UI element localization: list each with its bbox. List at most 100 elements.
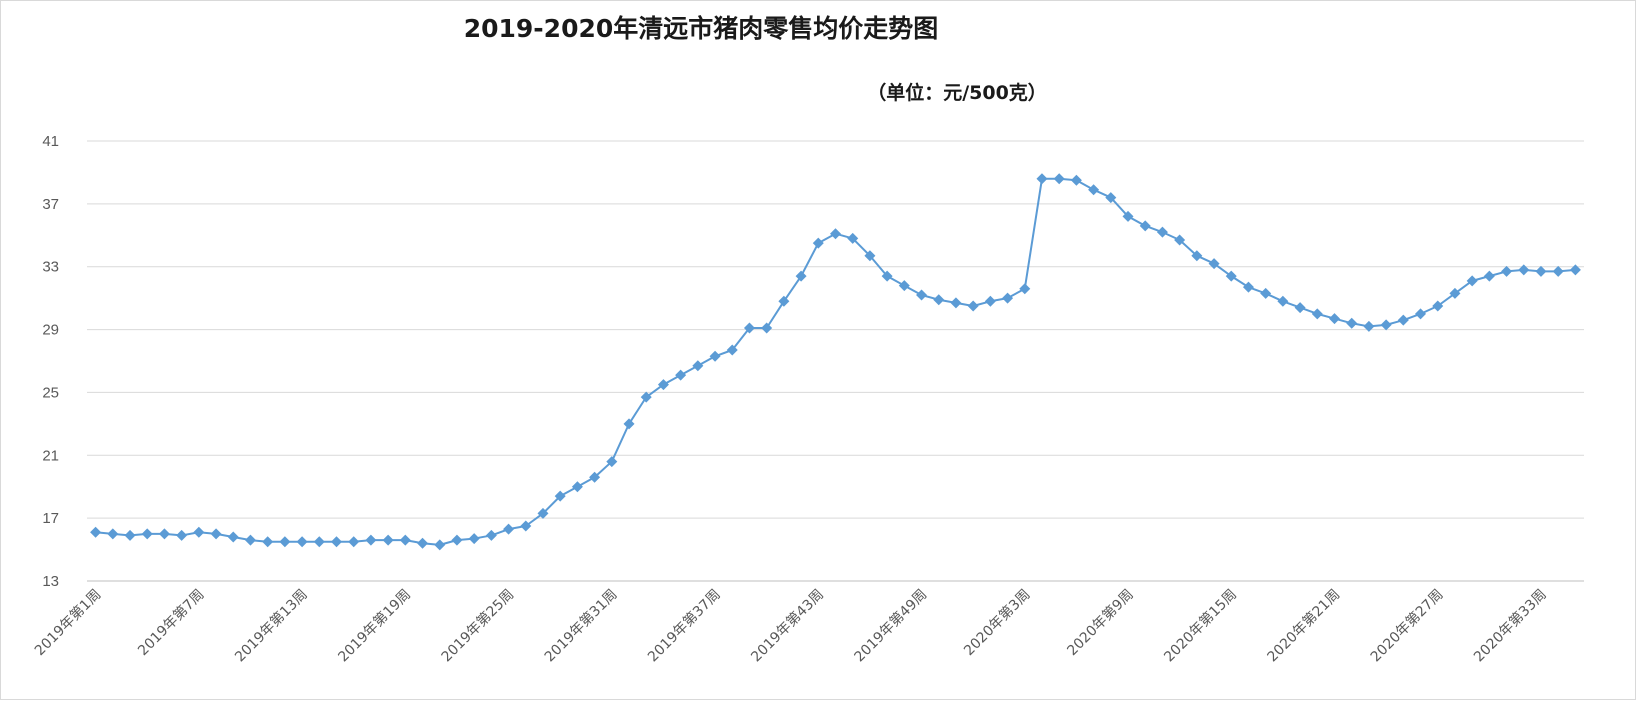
data-point bbox=[830, 228, 841, 240]
data-point bbox=[589, 471, 601, 483]
data-point bbox=[1019, 283, 1031, 295]
x-tick-label: 2019年第25周 bbox=[438, 586, 518, 666]
data-point bbox=[1191, 250, 1203, 262]
data-point bbox=[709, 350, 721, 362]
x-tick-label: 2019年第19周 bbox=[335, 586, 415, 666]
data-point bbox=[847, 232, 859, 244]
data-point bbox=[726, 344, 738, 356]
data-point bbox=[1415, 308, 1427, 320]
gridlines bbox=[87, 140, 1584, 582]
data-point bbox=[90, 526, 102, 538]
data-point bbox=[1363, 320, 1375, 332]
data-point bbox=[107, 528, 119, 540]
x-tick-label: 2020年第21周 bbox=[1264, 586, 1344, 666]
data-point bbox=[933, 294, 945, 306]
x-tick-label: 2019年第13周 bbox=[231, 586, 311, 666]
data-point bbox=[1105, 192, 1117, 204]
y-tick-label: 37 bbox=[42, 196, 59, 213]
data-point bbox=[1449, 287, 1461, 299]
data-point bbox=[1225, 270, 1237, 282]
data-point bbox=[485, 529, 497, 541]
data-point bbox=[124, 529, 136, 541]
data-point bbox=[434, 539, 446, 551]
data-point bbox=[1311, 308, 1323, 320]
data-point bbox=[571, 481, 583, 493]
data-point bbox=[916, 289, 928, 301]
x-tick-label: 2019年第49周 bbox=[851, 586, 931, 666]
data-point bbox=[1432, 300, 1444, 312]
data-point bbox=[1277, 295, 1289, 307]
x-tick-label: 2020年第33周 bbox=[1470, 586, 1550, 666]
x-tick-label: 2020年第9周 bbox=[1064, 586, 1137, 659]
data-point bbox=[657, 379, 669, 391]
data-point bbox=[812, 237, 824, 249]
series-price bbox=[90, 173, 1581, 551]
data-point bbox=[244, 534, 256, 546]
x-tick-label: 2019年第43周 bbox=[748, 586, 828, 666]
data-point bbox=[1002, 292, 1014, 304]
data-point bbox=[348, 536, 360, 548]
data-point bbox=[1518, 264, 1530, 276]
x-tick-label: 2019年第37周 bbox=[644, 586, 724, 666]
y-axis-ticks: 13 17 21 25 29 33 37 41 bbox=[42, 133, 59, 590]
y-tick-label: 41 bbox=[42, 133, 59, 150]
data-point bbox=[864, 250, 876, 262]
data-point bbox=[1397, 314, 1409, 326]
data-point bbox=[1174, 234, 1186, 246]
y-tick-label: 21 bbox=[42, 447, 59, 464]
data-point bbox=[1260, 287, 1272, 299]
y-tick-label: 29 bbox=[42, 322, 59, 339]
data-point bbox=[262, 536, 274, 548]
data-point bbox=[382, 534, 394, 546]
data-point bbox=[1088, 184, 1100, 196]
data-point bbox=[158, 528, 170, 540]
data-point bbox=[1053, 173, 1065, 185]
data-point bbox=[399, 534, 411, 546]
y-tick-label: 33 bbox=[42, 259, 59, 276]
x-axis-ticks: 2019年第1周 2019年第7周 2019年第13周 2019年第19周 2019年第… bbox=[31, 586, 1550, 666]
data-point bbox=[606, 456, 618, 468]
data-point bbox=[1329, 313, 1340, 325]
data-point bbox=[1208, 258, 1220, 270]
y-tick-label: 25 bbox=[42, 384, 59, 401]
x-tick-label: 2019年第1周 bbox=[31, 586, 104, 659]
unit-note: （单位：元/500克） bbox=[867, 81, 1047, 104]
data-point bbox=[554, 490, 566, 502]
data-point bbox=[520, 520, 532, 532]
y-tick-label: 13 bbox=[42, 573, 59, 590]
data-point bbox=[279, 536, 291, 548]
data-point bbox=[1346, 317, 1358, 329]
data-point bbox=[640, 391, 652, 403]
data-point bbox=[1501, 265, 1513, 277]
data-point bbox=[227, 531, 239, 543]
data-point bbox=[778, 295, 790, 307]
data-point bbox=[503, 523, 515, 535]
data-point bbox=[1294, 302, 1306, 314]
data-point bbox=[296, 536, 308, 548]
data-point bbox=[1156, 226, 1168, 238]
data-point bbox=[1483, 270, 1495, 282]
data-point bbox=[675, 369, 687, 381]
data-point bbox=[417, 537, 429, 549]
data-point bbox=[313, 536, 325, 548]
data-point bbox=[1569, 264, 1581, 276]
data-point bbox=[1380, 319, 1392, 331]
data-point bbox=[1466, 275, 1478, 287]
data-point bbox=[1552, 265, 1564, 277]
data-point bbox=[881, 270, 893, 282]
data-point bbox=[468, 533, 480, 545]
x-tick-label: 2020年第3周 bbox=[960, 586, 1033, 659]
data-point bbox=[761, 322, 773, 334]
data-point bbox=[193, 526, 205, 538]
chart-title: 2019-2020年清远市猪肉零售均价走势图 bbox=[464, 14, 939, 43]
data-point bbox=[1535, 265, 1547, 277]
data-point bbox=[692, 360, 704, 372]
x-tick-label: 2020年第15周 bbox=[1161, 586, 1241, 666]
data-point bbox=[451, 534, 463, 546]
data-point bbox=[176, 529, 188, 541]
data-point bbox=[950, 297, 962, 309]
data-point bbox=[1242, 281, 1254, 293]
y-tick-label: 17 bbox=[42, 510, 59, 527]
